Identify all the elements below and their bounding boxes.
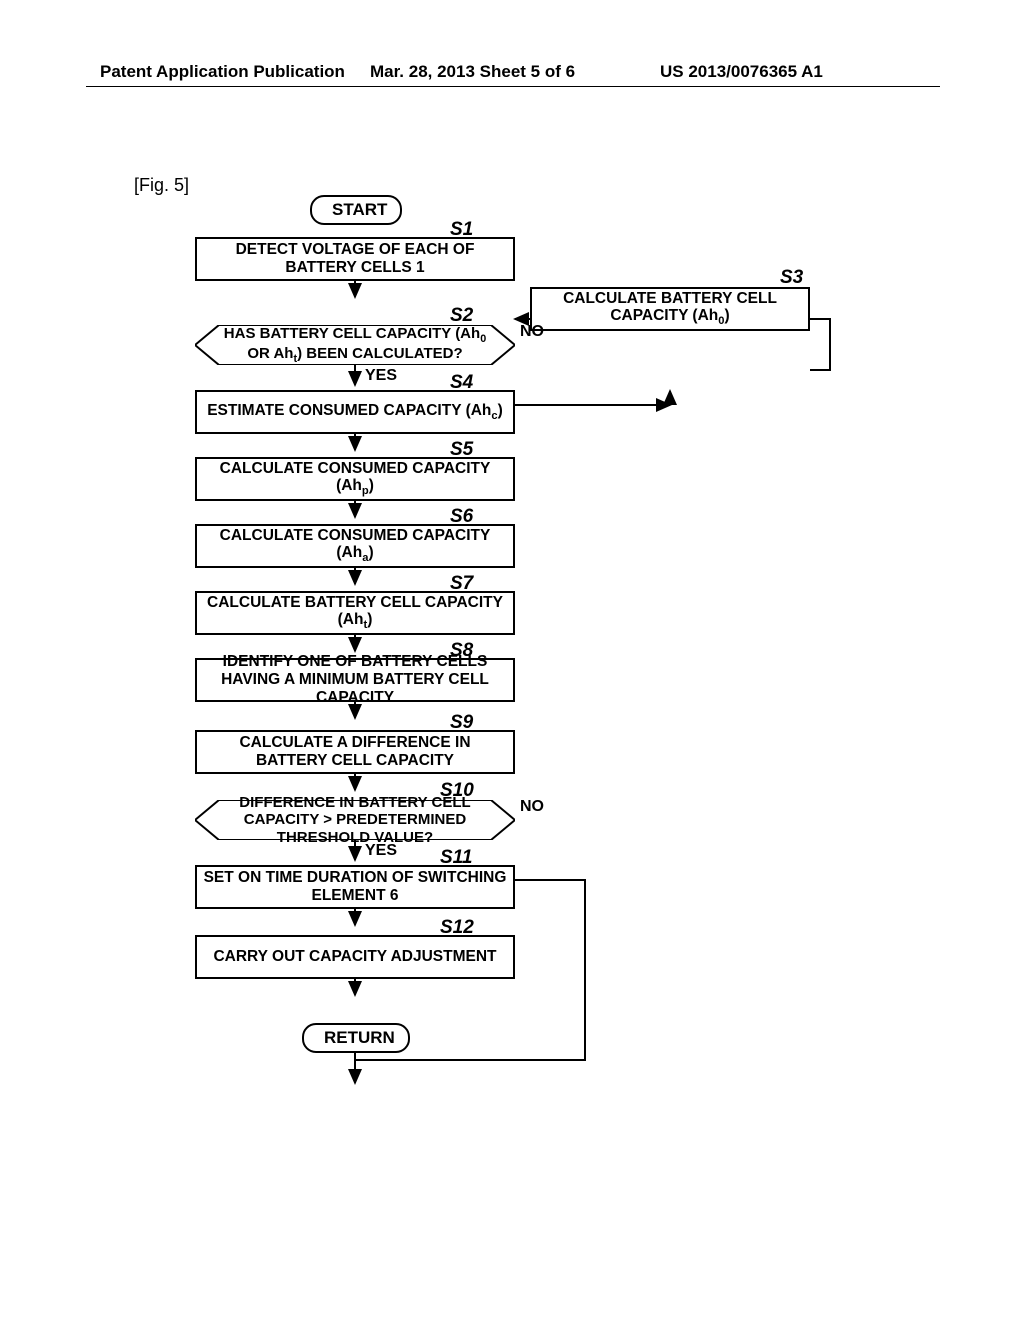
process-s3: CALCULATE BATTERY CELL CAPACITY (Ah0) [530,287,810,331]
branch-s2-yes: YES [365,367,397,385]
return-terminator: RETURN [302,1023,410,1053]
process-s1: DETECT VOLTAGE OF EACH OF BATTERY CELLS … [195,237,515,281]
s8-text: IDENTIFY ONE OF BATTERY CELLS HAVING A M… [203,653,507,706]
header-rule [86,86,940,87]
process-s9: CALCULATE A DIFFERENCE IN BATTERY CELL C… [195,730,515,774]
process-s8: IDENTIFY ONE OF BATTERY CELLS HAVING A M… [195,658,515,702]
s1-text: DETECT VOLTAGE OF EACH OF BATTERY CELLS … [203,241,507,277]
process-s12: CARRY OUT CAPACITY ADJUSTMENT [195,935,515,979]
s6-text: CALCULATE CONSUMED CAPACITY (Aha) [203,527,507,566]
decision-s2: HAS BATTERY CELL CAPACITY (Ah0 OR Aht) B… [195,325,515,365]
s2-text: HAS BATTERY CELL CAPACITY (Ah0 OR Aht) B… [195,325,515,366]
step-label-s3: S3 [780,267,803,289]
flowchart: START S1 DETECT VOLTAGE OF EACH OF BATTE… [170,195,850,1195]
decision-s10: DIFFERENCE IN BATTERY CELL CAPACITY > PR… [195,800,515,840]
header-right: US 2013/0076365 A1 [660,62,823,82]
process-s4: ESTIMATE CONSUMED CAPACITY (Ahc) [195,390,515,434]
s9-text: CALCULATE A DIFFERENCE IN BATTERY CELL C… [203,734,507,770]
process-s7: CALCULATE BATTERY CELL CAPACITY (Aht) [195,591,515,635]
header-center: Mar. 28, 2013 Sheet 5 of 6 [370,62,575,82]
s3-text: CALCULATE BATTERY CELL CAPACITY (Ah0) [538,290,802,329]
s11-text: SET ON TIME DURATION OF SWITCHING ELEMEN… [203,869,507,905]
process-s11: SET ON TIME DURATION OF SWITCHING ELEMEN… [195,865,515,909]
start-text: START [332,200,387,219]
s10-text: DIFFERENCE IN BATTERY CELL CAPACITY > PR… [195,794,515,846]
s5-text: CALCULATE CONSUMED CAPACITY (Ahp) [203,460,507,499]
process-s5: CALCULATE CONSUMED CAPACITY (Ahp) [195,457,515,501]
branch-s10-no: NO [520,798,544,816]
figure-label: [Fig. 5] [134,175,189,196]
return-text: RETURN [324,1028,395,1047]
s4-text: ESTIMATE CONSUMED CAPACITY (Ahc) [207,402,503,423]
s12-text: CARRY OUT CAPACITY ADJUSTMENT [213,948,496,966]
start-terminator: START [310,195,402,225]
s7-text: CALCULATE BATTERY CELL CAPACITY (Aht) [203,594,507,633]
branch-s2-no: NO [520,323,544,341]
process-s6: CALCULATE CONSUMED CAPACITY (Aha) [195,524,515,568]
header-left: Patent Application Publication [100,62,345,82]
